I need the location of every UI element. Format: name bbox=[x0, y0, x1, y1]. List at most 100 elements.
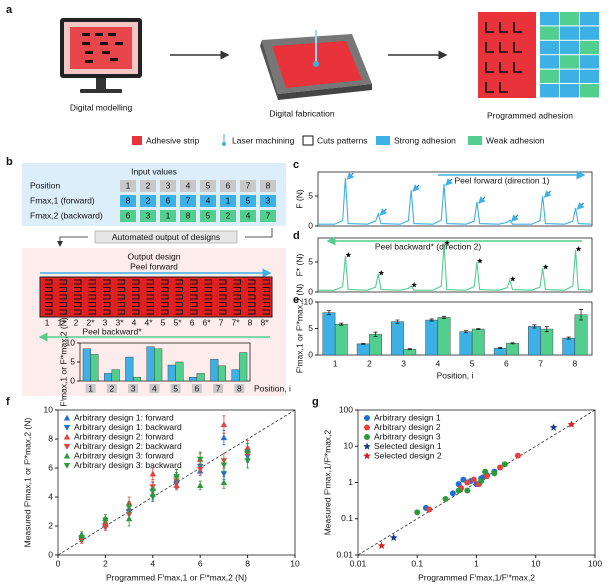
table-cell bbox=[160, 180, 176, 192]
error-bar bbox=[566, 336, 571, 340]
cut-pattern bbox=[248, 309, 256, 315]
cut-pattern bbox=[146, 294, 154, 300]
y-tick-label: 10 bbox=[304, 296, 314, 306]
error-bar bbox=[544, 325, 549, 333]
cut-pattern bbox=[219, 294, 227, 300]
cell-value: 2 bbox=[226, 210, 231, 220]
cut-pattern bbox=[117, 294, 125, 300]
cut-pattern bbox=[88, 309, 96, 315]
marker bbox=[173, 474, 180, 480]
marker bbox=[63, 452, 71, 459]
cut-pattern bbox=[262, 309, 270, 315]
marker bbox=[244, 458, 251, 464]
error-bar bbox=[498, 347, 503, 350]
cut-pattern bbox=[248, 287, 256, 292]
bar bbox=[425, 319, 439, 356]
marker bbox=[442, 496, 449, 503]
table-cell bbox=[140, 210, 156, 222]
x-tick-label: 7 bbox=[538, 358, 543, 368]
bar bbox=[132, 377, 141, 382]
strip-label: 6 bbox=[190, 317, 195, 327]
table-cell bbox=[260, 180, 276, 192]
cut-pattern bbox=[74, 309, 82, 315]
bar bbox=[146, 346, 155, 382]
monitor-icon bbox=[60, 18, 142, 93]
marker bbox=[470, 476, 477, 483]
marker bbox=[125, 515, 133, 522]
box-title: Output design bbox=[128, 251, 181, 261]
table-cell bbox=[220, 210, 236, 222]
cut-pattern bbox=[190, 287, 198, 292]
bar bbox=[167, 364, 176, 382]
row-label: Fmax,2 (backward) bbox=[30, 210, 103, 220]
y-tick-label: 10 bbox=[344, 441, 354, 451]
marker bbox=[464, 479, 471, 486]
adhesion-cell bbox=[560, 84, 579, 98]
legend-label: Arbitrary design 3: forward bbox=[74, 450, 174, 460]
cell-value: 4 bbox=[186, 180, 191, 190]
cut-pattern bbox=[262, 294, 270, 300]
cut-pattern bbox=[233, 287, 241, 292]
cut-pattern bbox=[161, 287, 169, 292]
marker bbox=[244, 447, 251, 454]
cell-value: 1 bbox=[226, 195, 231, 205]
marker bbox=[455, 487, 462, 494]
cut-pattern bbox=[204, 302, 212, 307]
cut-pattern bbox=[45, 279, 53, 285]
strip-label: 8* bbox=[260, 317, 269, 327]
bar bbox=[437, 317, 451, 356]
category-box bbox=[128, 384, 139, 393]
error-bar bbox=[339, 322, 344, 326]
marker bbox=[78, 535, 85, 541]
row-label: Fmax,1 (forward) bbox=[30, 195, 95, 205]
cut-pattern bbox=[103, 287, 111, 292]
legend-swatch bbox=[222, 134, 226, 146]
marker bbox=[102, 524, 109, 531]
cell-value: 5 bbox=[206, 210, 211, 220]
peak-marker bbox=[542, 264, 549, 270]
marker bbox=[197, 482, 204, 488]
x-tick-label: 1 bbox=[88, 383, 93, 393]
error-bar bbox=[407, 348, 412, 351]
table-cell bbox=[240, 180, 256, 192]
x-tick-label: 3 bbox=[131, 383, 136, 393]
adhesion-cell bbox=[560, 40, 579, 55]
x-tick-label: 8 bbox=[245, 558, 250, 568]
y-tick-label: 0 bbox=[48, 549, 53, 559]
cut-pattern bbox=[190, 309, 198, 315]
plot-frame bbox=[317, 171, 593, 227]
marker bbox=[426, 506, 433, 513]
y-tick-label: 2 bbox=[48, 520, 53, 530]
peak-arrow bbox=[543, 190, 552, 198]
cell-value: 2 bbox=[146, 180, 151, 190]
x-tick-label: 2 bbox=[103, 558, 108, 568]
cut-pattern bbox=[233, 279, 241, 285]
cut-pattern bbox=[262, 287, 270, 292]
x-tick-label: 7 bbox=[216, 383, 221, 393]
strip-label: 4 bbox=[132, 317, 137, 327]
x-axis-label: Position, i bbox=[254, 383, 291, 393]
cut-pattern bbox=[161, 309, 169, 315]
cell-value: 3 bbox=[266, 195, 271, 205]
cut-pattern bbox=[248, 279, 256, 285]
y-tick-label: 100 bbox=[339, 404, 353, 414]
legend-label: Arbitrary design 2 bbox=[374, 422, 441, 432]
x-tick-label: 8 bbox=[237, 383, 242, 393]
category-box bbox=[191, 384, 202, 393]
y-tick-label: 0 bbox=[308, 349, 313, 359]
marker bbox=[220, 471, 228, 477]
peak-arrow bbox=[346, 172, 355, 180]
bar bbox=[154, 348, 163, 382]
panel-label: c bbox=[293, 159, 299, 171]
adhesion-cell bbox=[560, 69, 579, 83]
marker bbox=[220, 421, 228, 428]
cut-pattern bbox=[132, 287, 140, 292]
peak-arrow bbox=[379, 208, 388, 216]
strip-label: 7 bbox=[219, 317, 224, 327]
cut-pattern bbox=[132, 302, 140, 307]
cut-pattern bbox=[88, 294, 96, 300]
table-cell bbox=[160, 210, 176, 222]
legend-label: Arbitrary design 3 bbox=[374, 431, 441, 441]
cut-pattern bbox=[146, 279, 154, 285]
